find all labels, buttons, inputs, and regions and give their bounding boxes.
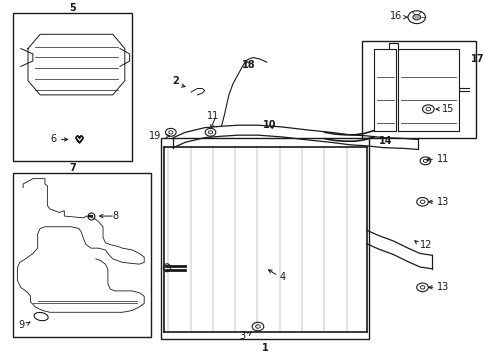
Bar: [14, 13, 132, 161]
Text: 18: 18: [241, 60, 255, 69]
Text: 13: 13: [436, 197, 448, 207]
Text: 12: 12: [419, 239, 431, 249]
Bar: [161, 138, 368, 339]
Circle shape: [412, 14, 420, 20]
Text: 2: 2: [172, 76, 179, 86]
Text: 4: 4: [279, 272, 285, 282]
Text: 6: 6: [50, 134, 57, 144]
Bar: [14, 173, 151, 337]
Text: 15: 15: [441, 104, 453, 114]
Text: 14: 14: [378, 136, 392, 146]
Text: 7: 7: [69, 163, 76, 173]
Text: 9: 9: [19, 320, 24, 330]
Text: 10: 10: [263, 120, 276, 130]
Text: 16: 16: [389, 12, 402, 22]
Text: 13: 13: [436, 282, 448, 292]
Text: 1: 1: [261, 343, 268, 353]
Text: 19: 19: [148, 131, 161, 141]
Text: 11: 11: [436, 154, 448, 164]
Text: 11: 11: [206, 111, 219, 121]
Text: 3: 3: [239, 331, 245, 341]
Text: 8: 8: [112, 211, 118, 221]
Text: 5: 5: [69, 3, 76, 13]
Bar: [361, 41, 475, 138]
Text: 17: 17: [470, 54, 484, 64]
